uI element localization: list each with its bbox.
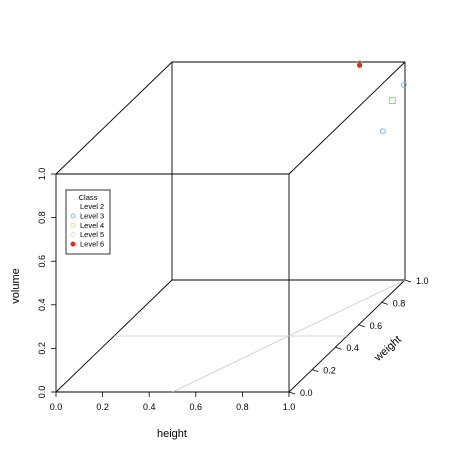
legend-label: Level 3 <box>80 211 104 220</box>
x-axis-title: height <box>157 428 187 440</box>
z-tick-label: 0.8 <box>37 211 47 224</box>
y-tick-mark <box>288 391 296 395</box>
z-tick-label: 0.0 <box>37 386 47 399</box>
x-tick-label: 0.4 <box>143 402 156 412</box>
legend-marker <box>70 241 76 247</box>
y-tick-mark <box>404 279 412 283</box>
box-edge <box>55 61 173 175</box>
y-axis-title: weight <box>371 334 403 365</box>
x-tick-label: 0.8 <box>236 402 249 412</box>
y-tick-label: 0.4 <box>346 343 359 353</box>
y-axis-ticks: 0.0 0.2 0.4 0.6 0.8 1.0 <box>288 276 429 398</box>
floor-grid <box>114 279 406 393</box>
legend-marker <box>70 213 76 219</box>
y-tick-label: 1.0 <box>416 276 429 286</box>
z-axis-ticks: 0.0 0.2 0.4 0.6 0.8 1.0 <box>37 168 56 399</box>
box-edge <box>288 61 406 175</box>
legend-label: Level 4 <box>80 221 104 230</box>
data-points <box>356 60 407 135</box>
y-tick-label: 0.6 <box>370 321 383 331</box>
legend-label: Level 2 <box>80 202 104 211</box>
plot-box <box>55 61 406 393</box>
y-tick-mark <box>312 369 319 372</box>
z-tick-label: 0.4 <box>37 299 47 312</box>
data-point <box>356 62 363 68</box>
legend-label: Level 5 <box>80 230 104 239</box>
y-tick-mark <box>358 324 365 328</box>
x-axis-ticks: 0.0 0.2 0.4 0.6 0.8 1.0 <box>50 392 296 412</box>
z-tick-label: 0.2 <box>37 342 47 355</box>
y-tick-mark <box>381 302 388 305</box>
y-tick-mark <box>335 346 342 350</box>
x-tick-label: 0.2 <box>96 402 109 412</box>
data-point <box>380 128 386 135</box>
y-tick-label: 0.2 <box>323 366 336 376</box>
legend-title: Class <box>79 193 98 202</box>
data-point <box>388 97 396 104</box>
z-tick-label: 0.6 <box>37 255 47 268</box>
x-tick-label: 1.0 <box>283 402 296 412</box>
z-axis-title: volume <box>10 268 22 303</box>
x-tick-label: 0.6 <box>190 402 203 412</box>
legend-marker <box>70 222 76 228</box>
legend-marker <box>70 232 76 238</box>
legend-label: Level 6 <box>80 240 104 249</box>
x-tick-label: 0.0 <box>50 402 63 412</box>
y-tick-label: 0.0 <box>300 388 313 398</box>
z-tick-label: 1.0 <box>37 168 47 181</box>
data-point <box>400 82 407 88</box>
y-tick-label: 0.8 <box>393 298 406 308</box>
